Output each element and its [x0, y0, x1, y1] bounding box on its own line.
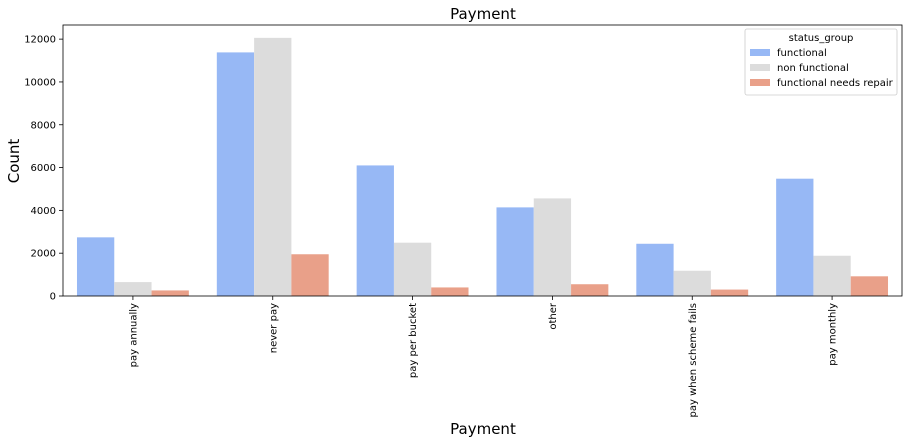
x-axis-title: Payment: [450, 420, 516, 438]
x-tick-label: other: [548, 302, 559, 330]
bar: [431, 287, 469, 296]
bar: [813, 255, 851, 296]
legend-swatch: [750, 79, 770, 86]
legend-swatch: [750, 49, 770, 56]
legend-swatch: [750, 64, 770, 71]
bar: [571, 284, 609, 296]
bar: [254, 37, 292, 297]
chart-title: Payment: [450, 5, 516, 23]
x-tick-label: pay when scheme fails: [688, 303, 699, 417]
y-tick-label: 10000: [24, 77, 56, 88]
legend: status_group functional non functional fun…: [744, 28, 898, 96]
y-tick-label: 4000: [31, 206, 56, 217]
x-tick-label: pay annually: [128, 303, 139, 367]
x-axis: pay annually never pay pay per bucket other…: [128, 296, 839, 417]
y-tick-label: 2000: [31, 249, 56, 260]
legend-label: non functional: [777, 63, 849, 74]
bar: [850, 276, 889, 296]
bar: [496, 207, 534, 296]
bar: [533, 198, 572, 296]
y-tick-label: 0: [50, 292, 56, 303]
bar: [291, 254, 329, 296]
plot-frame: [62, 24, 903, 297]
legend-frame: [744, 28, 898, 96]
x-tick-label: pay per bucket: [408, 303, 419, 378]
bar: [710, 289, 749, 296]
x-tick-label: never pay: [268, 303, 279, 353]
y-axis-title: Count: [5, 139, 23, 184]
bar: [636, 243, 674, 296]
y-axis: 0 2000 4000 6000 8000 10000 12000: [24, 35, 63, 303]
legend-label: functional: [777, 48, 827, 59]
bar: [151, 290, 189, 296]
bar: [356, 165, 394, 296]
x-tick-label: pay monthly: [828, 303, 839, 366]
legend-label: functional needs repair: [777, 78, 894, 89]
bar: [776, 178, 814, 296]
bar: [673, 270, 711, 296]
y-tick-label: 12000: [24, 35, 56, 46]
bar: [114, 282, 152, 296]
bar: [76, 237, 115, 296]
bar: [216, 52, 255, 296]
y-tick-label: 6000: [31, 163, 56, 174]
bar: [393, 242, 432, 296]
y-tick-label: 8000: [31, 120, 56, 131]
legend-title: status_group: [789, 33, 854, 44]
bars-group: [76, 37, 889, 297]
